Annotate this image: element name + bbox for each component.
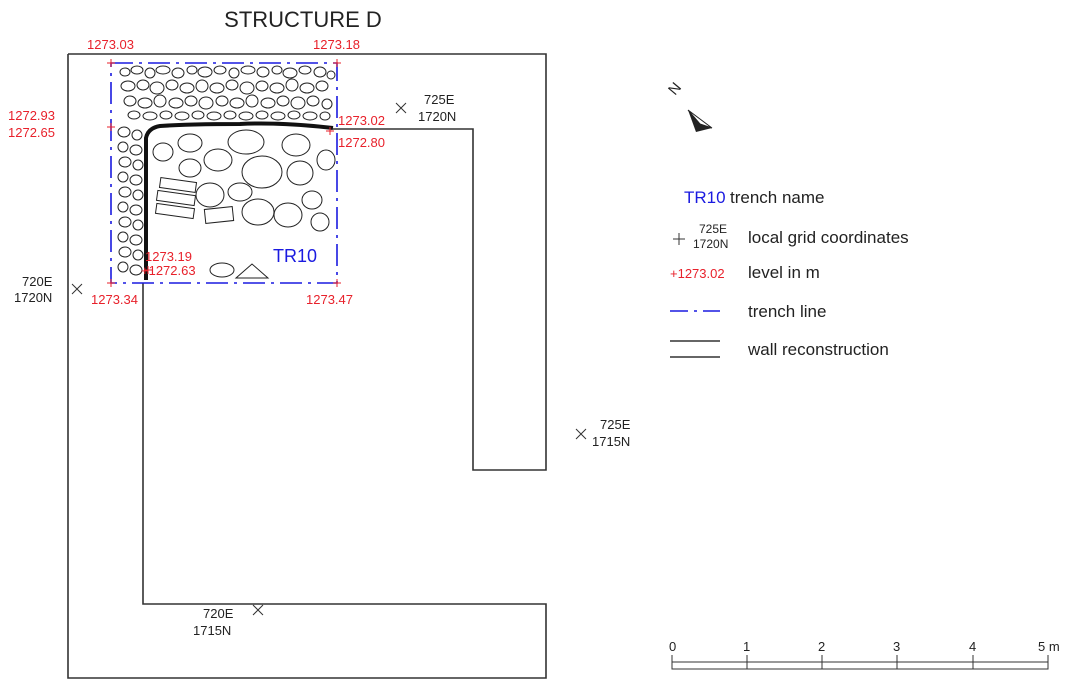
legend: TR10 trench name 725E 1720N local grid c… — [670, 188, 909, 359]
grid-720e-1715n-e: 720E — [203, 606, 234, 621]
grid-labels: 725E 1720N 720E 1720N 725E 1715N 720E 17… — [14, 92, 631, 638]
level-top-right: 1273.18 — [313, 37, 360, 52]
scale-tick-2: 2 — [818, 639, 825, 654]
grid-720e-1720n-e: 720E — [22, 274, 53, 289]
grid-725e-1715n-n: 1715N — [592, 434, 630, 449]
legend-grid-sample-n: 1720N — [693, 237, 728, 251]
scale-tick-4: 4 — [969, 639, 976, 654]
legend-wall-label: wall reconstruction — [747, 340, 889, 359]
grid-markers — [71, 102, 587, 616]
scale-bar: 0 1 2 3 4 5 m — [669, 639, 1060, 670]
level-markers — [107, 59, 341, 287]
scale-tick-3: 3 — [893, 639, 900, 654]
trench-line-tr10 — [110, 62, 338, 284]
scale-tick-1: 1 — [743, 639, 750, 654]
grid-725e-1720n-e: 725E — [424, 92, 455, 107]
level-bottom-left: 1273.34 — [91, 292, 138, 307]
wall-outer-outline — [68, 53, 547, 471]
legend-level-label: level in m — [748, 263, 820, 282]
legend-grid-sample-e: 725E — [699, 222, 727, 236]
legend-level-sample: +1273.02 — [670, 266, 725, 281]
legend-trench-label: trench name — [730, 188, 825, 207]
trench-name-label: TR10 — [273, 246, 317, 266]
north-arrow-label: N — [665, 79, 685, 98]
excavated-wall-edge — [144, 121, 334, 280]
scale-tick-5: 5 m — [1038, 639, 1060, 654]
grid-720e-1720n-n: 1720N — [14, 290, 52, 305]
wall-outer-outline-lower — [67, 54, 547, 679]
stone-rubble — [117, 65, 336, 279]
legend-trench-line-label: trench line — [748, 302, 826, 321]
legend-grid-label: local grid coordinates — [748, 228, 909, 247]
level-right-upper: 1273.02 — [338, 113, 385, 128]
level-top-left: 1273.03 — [87, 37, 134, 52]
level-right-lower: 1272.80 — [338, 135, 385, 150]
north-arrow: N — [665, 79, 713, 132]
level-labels: 1273.03 1273.18 1272.93 1272.65 1273.02 … — [8, 37, 385, 307]
level-bottom-right: 1273.47 — [306, 292, 353, 307]
level-inner-a: 1273.19 — [145, 249, 192, 264]
legend-grid-cross — [673, 233, 685, 245]
grid-725e-1720n-n: 1720N — [418, 109, 456, 124]
legend-trench-sample: TR10 — [684, 188, 726, 207]
grid-725e-1715n-e: 725E — [600, 417, 631, 432]
grid-720e-1715n-n: 1715N — [193, 623, 231, 638]
plan-title: STRUCTURE D — [224, 7, 382, 32]
scale-tick-0: 0 — [669, 639, 676, 654]
level-left-lower: 1272.65 — [8, 125, 55, 140]
level-inner-b: +1272.63 — [141, 263, 196, 278]
level-left-upper: 1272.93 — [8, 108, 55, 123]
